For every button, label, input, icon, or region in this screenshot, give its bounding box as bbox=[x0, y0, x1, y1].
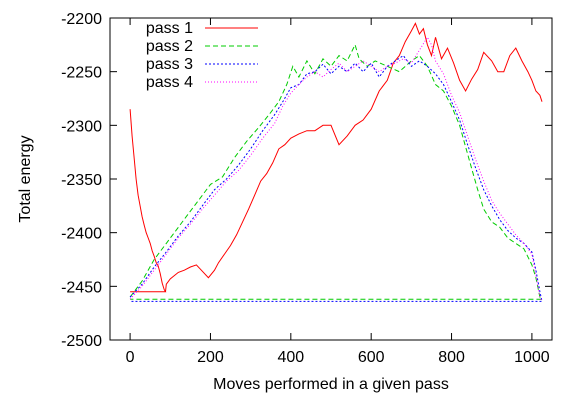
y-tick-label: -2400 bbox=[61, 226, 102, 243]
legend-label-2: pass 2 bbox=[146, 38, 193, 55]
x-tick-label: 400 bbox=[277, 349, 304, 366]
y-tick-label: -2500 bbox=[61, 333, 102, 350]
x-tick-label: 800 bbox=[438, 349, 465, 366]
series-layer bbox=[129, 22, 544, 302]
y-tick-label: -2350 bbox=[61, 172, 102, 189]
x-tick-label: 0 bbox=[126, 349, 135, 366]
y-tick-label: -2300 bbox=[61, 118, 102, 135]
series-line-3 bbox=[129, 54, 543, 302]
y-tick-label: -2250 bbox=[61, 65, 102, 82]
y-tick-label: -2450 bbox=[61, 279, 102, 296]
tick-layer: 0 200 400 600 800 1000 -2500 -2450 -2400 -2350 -23… bbox=[61, 11, 552, 366]
legend-label-3: pass 3 bbox=[146, 56, 193, 73]
x-axis-label: Moves performed in a given pass bbox=[213, 376, 449, 393]
legend-label-1: pass 1 bbox=[146, 20, 193, 37]
x-tick-label: 200 bbox=[197, 349, 224, 366]
legend-label-4: pass 4 bbox=[146, 74, 193, 91]
series-line-2 bbox=[129, 43, 544, 300]
y-axis-label: Total energy bbox=[17, 135, 34, 222]
series-line-4 bbox=[129, 36, 543, 301]
x-tick-label: 1000 bbox=[514, 349, 550, 366]
x-tick-label: 600 bbox=[358, 349, 385, 366]
y-tick-label: -2200 bbox=[61, 11, 102, 28]
series-line-1 bbox=[129, 22, 543, 293]
